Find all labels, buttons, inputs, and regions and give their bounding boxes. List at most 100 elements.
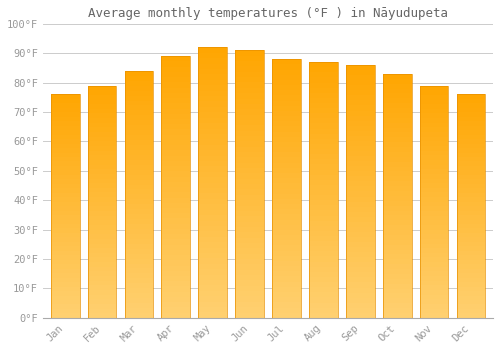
Bar	[51, 121, 80, 126]
Bar	[51, 99, 80, 103]
Bar	[162, 56, 190, 318]
Bar	[235, 131, 264, 136]
Bar	[456, 224, 486, 229]
Bar	[198, 215, 227, 220]
Bar	[309, 154, 338, 159]
Bar	[51, 278, 80, 282]
Bar	[235, 286, 264, 291]
Bar	[88, 188, 117, 193]
Bar	[420, 313, 448, 318]
Bar	[198, 242, 227, 247]
Bar	[88, 220, 117, 225]
Bar	[162, 187, 190, 192]
Bar	[162, 82, 190, 88]
Bar	[383, 293, 412, 298]
Bar	[456, 202, 486, 206]
Bar	[162, 93, 190, 98]
Bar	[272, 297, 301, 302]
Bar	[124, 120, 154, 125]
Bar	[235, 120, 264, 125]
Bar	[420, 239, 448, 244]
Bar	[383, 162, 412, 167]
Bar	[198, 188, 227, 194]
Bar	[88, 299, 117, 304]
Bar	[420, 253, 448, 258]
Bar	[235, 302, 264, 307]
Bar	[198, 302, 227, 307]
Bar	[235, 50, 264, 318]
Bar	[51, 206, 80, 211]
Bar	[235, 222, 264, 227]
Bar	[383, 264, 412, 269]
Bar	[420, 183, 448, 188]
Bar	[420, 160, 448, 164]
Bar	[456, 304, 486, 309]
Bar	[198, 53, 227, 58]
Bar	[456, 188, 486, 193]
Bar	[235, 313, 264, 318]
Bar	[51, 291, 80, 295]
Bar	[162, 166, 190, 172]
Bar	[346, 126, 374, 131]
Bar	[198, 150, 227, 156]
Bar	[420, 137, 448, 141]
Bar	[51, 309, 80, 313]
Bar	[198, 69, 227, 75]
Bar	[456, 197, 486, 202]
Bar	[198, 237, 227, 242]
Bar	[272, 251, 301, 256]
Bar	[162, 286, 190, 292]
Bar	[456, 161, 486, 166]
Bar	[309, 93, 338, 98]
Bar	[272, 178, 301, 183]
Bar	[162, 182, 190, 187]
Bar	[420, 285, 448, 290]
Bar	[420, 202, 448, 206]
Bar	[198, 112, 227, 118]
Bar	[88, 197, 117, 202]
Bar	[456, 206, 486, 211]
Bar	[235, 227, 264, 232]
Bar	[235, 238, 264, 243]
Bar	[162, 172, 190, 177]
Bar	[88, 113, 117, 118]
Bar	[51, 237, 80, 242]
Bar	[383, 147, 412, 152]
Bar	[309, 292, 338, 298]
Bar	[51, 170, 80, 175]
Bar	[235, 83, 264, 88]
Bar	[51, 260, 80, 264]
Bar	[162, 313, 190, 318]
Bar	[198, 123, 227, 128]
Bar	[198, 139, 227, 145]
Bar	[383, 118, 412, 122]
Bar	[198, 247, 227, 253]
Bar	[309, 72, 338, 77]
Bar	[51, 193, 80, 197]
Bar	[162, 150, 190, 156]
Bar	[309, 205, 338, 210]
Bar	[88, 244, 117, 248]
Bar	[456, 112, 486, 117]
Bar	[272, 163, 301, 168]
Bar	[124, 150, 154, 155]
Bar	[162, 234, 190, 239]
Bar	[420, 188, 448, 193]
Bar	[51, 219, 80, 224]
Bar	[272, 121, 301, 126]
Bar	[272, 276, 301, 282]
Bar	[456, 255, 486, 260]
Bar	[88, 132, 117, 137]
Bar	[88, 86, 117, 318]
Bar	[51, 175, 80, 179]
Bar	[420, 244, 448, 248]
Bar	[198, 226, 227, 231]
Bar	[235, 259, 264, 264]
Bar	[383, 298, 412, 303]
Bar	[420, 150, 448, 155]
Bar	[272, 266, 301, 271]
Bar	[235, 200, 264, 205]
Bar	[162, 124, 190, 130]
Bar	[309, 98, 338, 103]
Bar	[383, 215, 412, 220]
